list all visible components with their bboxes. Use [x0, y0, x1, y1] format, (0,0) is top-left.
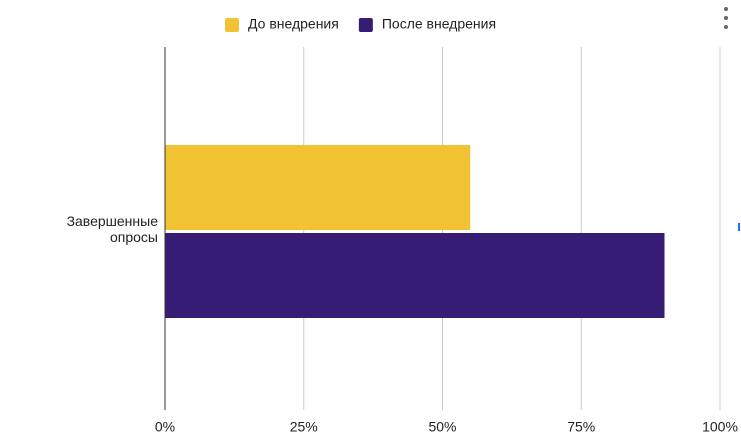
- bar: [165, 145, 471, 230]
- x-tick-label: 75%: [567, 419, 595, 435]
- legend-swatch: [358, 18, 373, 32]
- x-tick-label: 50%: [428, 419, 456, 435]
- category-label: Завершенные опросы: [66, 213, 158, 245]
- menu-icon[interactable]: [724, 7, 728, 29]
- legend-label: До внедрения: [248, 16, 339, 32]
- x-tick-label: 100%: [702, 419, 738, 435]
- legend-label: После внедрения: [382, 16, 496, 32]
- x-tick-label: 25%: [290, 419, 318, 435]
- bar: [165, 233, 665, 318]
- x-tick-label: 0%: [155, 419, 175, 435]
- legend-swatch: [225, 18, 239, 32]
- scroll-marker: [738, 223, 740, 231]
